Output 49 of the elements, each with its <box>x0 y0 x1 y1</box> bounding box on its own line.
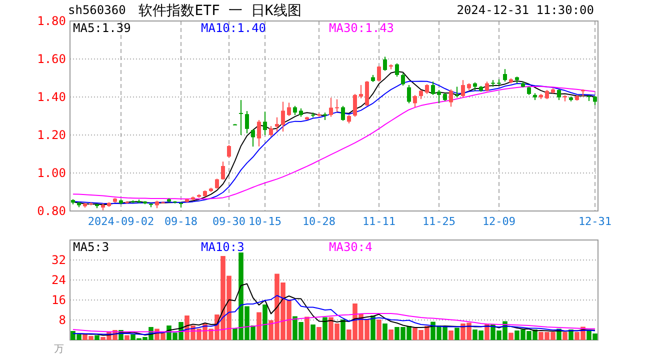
x-tick-label: 11-11 <box>362 215 396 228</box>
line-series <box>72 313 596 332</box>
bar <box>304 316 310 340</box>
bar <box>256 312 262 340</box>
chart-title: 软件指数ETF 一 日K线图 <box>138 3 302 19</box>
y-tick-label: 32 <box>52 253 66 268</box>
y-tick-label: 1.20 <box>37 128 66 142</box>
text: MA30:1.43 <box>329 21 394 35</box>
bar <box>322 317 328 340</box>
y-tick-label: 0.80 <box>37 204 66 218</box>
y-tick-label: 1.00 <box>37 166 66 180</box>
y-axis-title: 万 <box>54 344 64 355</box>
y-tick-label: 1.80 <box>37 14 66 28</box>
text: MA30:4 <box>329 240 372 254</box>
bar <box>562 332 568 340</box>
bar <box>310 324 316 340</box>
x-tick-label: 12-09 <box>482 215 516 228</box>
x-tick-label: 09-18 <box>164 215 198 228</box>
bar <box>448 330 454 340</box>
x-tick-label: 12-31 <box>578 215 612 228</box>
text: 2024-12-31 11:30:00 <box>456 3 594 17</box>
bar <box>382 324 388 340</box>
text: MA10:1.40 <box>201 21 266 35</box>
x-tick-label: 2024-09-02 <box>88 215 154 228</box>
y-tick-label: 1.40 <box>37 90 66 104</box>
y-tick-label: 24 <box>52 273 66 288</box>
bar <box>316 327 322 340</box>
bar <box>340 320 346 340</box>
text: MA5:1.39 <box>73 21 131 35</box>
bar <box>262 304 268 340</box>
line-series <box>72 295 596 335</box>
bar <box>376 320 382 340</box>
x-tick-label: 10-28 <box>302 215 336 228</box>
text: MA10:3 <box>201 240 244 254</box>
bar <box>508 332 514 340</box>
candlestick <box>131 200 135 204</box>
x-tick-label: 11-25 <box>422 215 456 228</box>
bar <box>454 328 460 340</box>
chart-subtitle: sh560360 <box>68 3 126 17</box>
y-tick-label: 16 <box>52 293 66 308</box>
y-tick-label: 1.60 <box>37 52 66 66</box>
y-tick-label: 8 <box>58 313 66 328</box>
bar <box>388 330 394 340</box>
bar <box>94 335 100 340</box>
bar <box>370 316 376 340</box>
bar <box>124 335 130 340</box>
x-tick-label: 09-30 <box>212 215 246 228</box>
text: MA5:3 <box>73 240 110 254</box>
x-tick-label: 10-15 <box>248 215 282 228</box>
